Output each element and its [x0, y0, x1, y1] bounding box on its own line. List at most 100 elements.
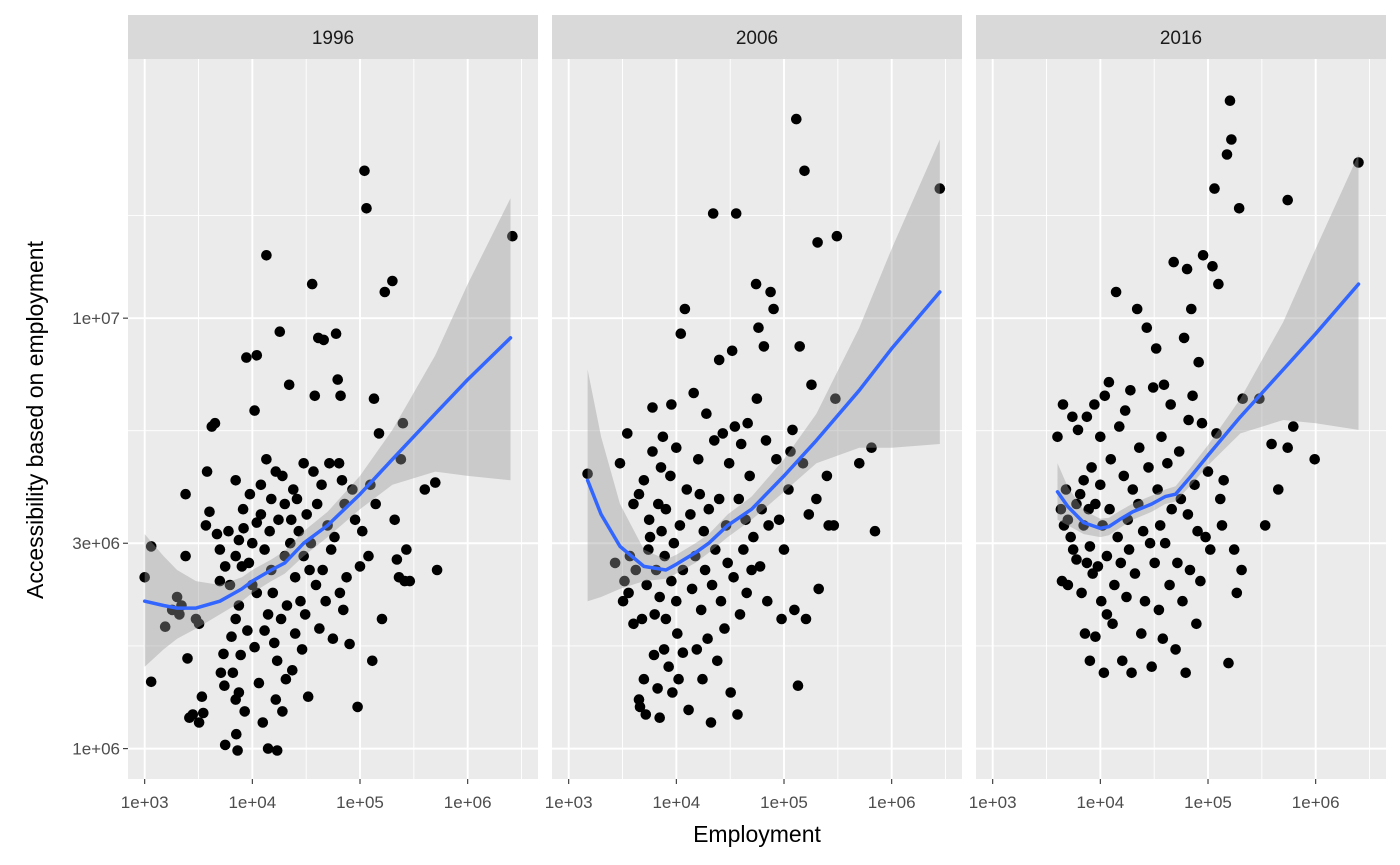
x-tick-label: 1e+03	[969, 793, 1017, 812]
data-point	[379, 286, 391, 298]
confidence-band	[1057, 154, 1359, 538]
data-point	[713, 493, 725, 505]
data-point	[357, 525, 368, 537]
data-point	[289, 628, 301, 639]
data-point	[643, 544, 654, 555]
data-point	[1114, 421, 1125, 432]
data-point	[309, 390, 321, 402]
data-point	[397, 417, 409, 429]
data-point	[389, 514, 401, 526]
data-point	[261, 250, 272, 261]
facet-panel: 1996 1e+03 1e+04 1e+05 1e+06	[121, 15, 538, 812]
data-point	[1101, 550, 1113, 562]
data-point	[249, 405, 260, 416]
data-point	[1197, 250, 1209, 261]
data-point	[253, 677, 265, 689]
data-point	[636, 613, 648, 625]
facet-strip-label: 2016	[1160, 28, 1202, 49]
scatter-points	[139, 165, 518, 756]
data-point	[1123, 544, 1135, 555]
data-point	[742, 417, 753, 429]
data-point	[251, 350, 263, 361]
data-point	[391, 554, 403, 565]
data-point	[336, 475, 348, 486]
data-point	[617, 595, 629, 607]
data-point	[800, 613, 812, 625]
data-point	[783, 484, 794, 495]
data-point	[1121, 591, 1132, 603]
data-point	[614, 458, 626, 469]
data-point	[628, 618, 639, 630]
data-point	[431, 564, 443, 576]
data-point	[1153, 604, 1165, 616]
data-point	[204, 506, 215, 518]
data-point	[813, 583, 824, 595]
data-point	[1215, 493, 1226, 505]
data-point	[762, 595, 773, 607]
data-point	[230, 475, 241, 486]
data-point	[320, 595, 332, 607]
data-point	[293, 525, 305, 537]
data-point	[686, 583, 698, 595]
data-point	[699, 564, 711, 576]
data-point	[341, 572, 352, 583]
data-point	[349, 514, 361, 526]
data-point	[1164, 579, 1175, 591]
data-point	[666, 399, 677, 410]
data-point	[1118, 470, 1130, 482]
data-point	[753, 322, 764, 334]
data-point	[1237, 393, 1248, 405]
data-point	[1103, 376, 1115, 388]
data-point	[244, 488, 256, 500]
data-point	[1074, 488, 1086, 500]
data-point	[209, 417, 221, 429]
data-point	[139, 572, 150, 583]
data-point	[1213, 278, 1224, 290]
data-point	[270, 694, 282, 705]
data-point	[1131, 303, 1143, 315]
y-tick-label: 3e+06	[72, 534, 120, 553]
data-point	[1062, 579, 1074, 591]
data-point	[235, 649, 246, 661]
data-point	[227, 667, 239, 679]
data-point	[271, 745, 283, 756]
data-point	[1092, 561, 1104, 572]
data-point	[1079, 628, 1091, 639]
data-point	[264, 525, 276, 537]
data-point	[641, 579, 652, 591]
data-point	[214, 575, 226, 587]
data-point	[277, 470, 288, 482]
data-point	[1224, 95, 1236, 106]
data-point	[760, 435, 772, 446]
data-point	[196, 691, 208, 702]
facet-panel: 2016 1e+03 1e+04 1e+05 1e+06	[969, 15, 1386, 812]
data-point	[693, 454, 704, 465]
data-point	[710, 544, 721, 555]
data-point	[1090, 498, 1101, 510]
data-point	[1104, 503, 1115, 515]
data-point	[332, 374, 344, 385]
data-point	[640, 709, 652, 720]
data-point	[285, 537, 296, 549]
panel-content	[139, 165, 518, 756]
data-point	[734, 609, 746, 620]
data-point	[1226, 134, 1237, 145]
data-point	[1099, 390, 1111, 402]
data-point	[702, 633, 713, 644]
x-tick-label: 1e+04	[1076, 793, 1124, 812]
data-point	[660, 613, 672, 625]
data-point	[666, 575, 677, 587]
data-point	[1150, 343, 1162, 354]
data-point	[376, 613, 388, 625]
data-point	[707, 208, 719, 219]
data-point	[1168, 256, 1179, 268]
data-point	[622, 428, 633, 439]
y-axis: 1e+06 3e+06 1e+07	[72, 309, 128, 759]
data-point	[1183, 414, 1194, 426]
data-point	[768, 303, 779, 315]
data-point	[1076, 587, 1087, 599]
data-point	[656, 525, 667, 537]
x-axis: 1e+03 1e+04 1e+05 1e+06	[545, 779, 916, 812]
data-point	[776, 613, 787, 625]
data-point	[180, 488, 191, 500]
